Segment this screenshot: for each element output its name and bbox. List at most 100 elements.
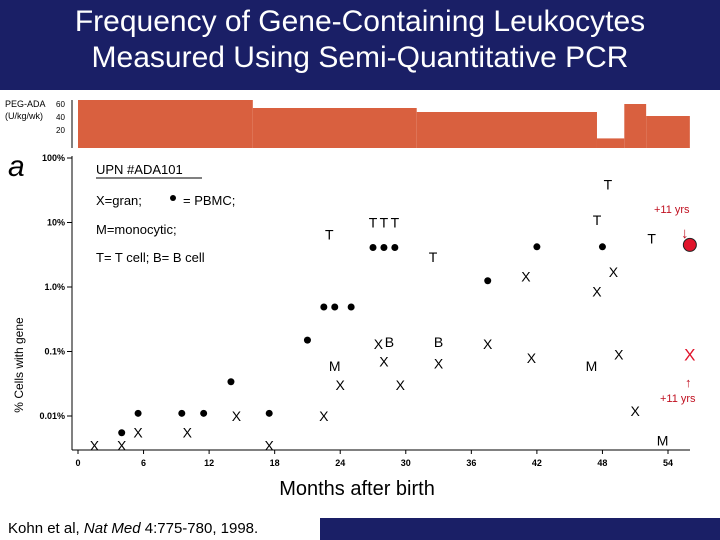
legend-tb: T= T cell; B= B cell bbox=[96, 250, 205, 265]
marker-t: T bbox=[325, 227, 334, 243]
marker-x: X bbox=[631, 403, 641, 419]
marker-x: X bbox=[592, 284, 602, 300]
pbmc-dot bbox=[347, 303, 355, 311]
pbmc-dot bbox=[380, 243, 388, 251]
x-tick-label: 18 bbox=[270, 458, 280, 468]
legend-box bbox=[90, 156, 260, 268]
title-line-1: Frequency of Gene-Containing Leukocytes bbox=[74, 5, 646, 38]
marker-x: X bbox=[232, 408, 242, 424]
marker-t: T bbox=[369, 215, 378, 231]
citation-bar bbox=[0, 518, 320, 540]
annotation-top: +11 yrs bbox=[654, 204, 690, 216]
y-tick-label: 0.1% bbox=[44, 347, 65, 357]
x-tick-label: 12 bbox=[204, 458, 214, 468]
pbmc-dot bbox=[484, 277, 492, 285]
marker-b: B bbox=[434, 334, 443, 350]
pbmc-dot bbox=[134, 409, 142, 417]
marker-t: T bbox=[647, 231, 656, 247]
citation-authors: Kohn et al, bbox=[8, 520, 84, 537]
peg-ada-step-3 bbox=[596, 138, 625, 148]
pbmc-dots bbox=[118, 237, 697, 437]
marker-x: X bbox=[609, 264, 619, 280]
marker-x: X bbox=[90, 437, 100, 453]
marker-x: X bbox=[319, 408, 329, 424]
pbmc-dot bbox=[303, 336, 311, 344]
peg-ada-dose-bars bbox=[78, 100, 690, 148]
peg-ada-step-2 bbox=[416, 112, 597, 148]
annotation-down-arrow: ↓ bbox=[681, 225, 689, 242]
y-tick-label: 100% bbox=[42, 153, 65, 163]
highlight-marker-x: X bbox=[684, 345, 695, 364]
gene-frequency-chart: PEG-ADA (U/kg/wk) 60 40 20 a % Cells wit… bbox=[5, 99, 697, 500]
highlight-dot bbox=[682, 237, 697, 252]
marker-x: X bbox=[336, 377, 346, 393]
pbmc-dot bbox=[178, 409, 186, 417]
x-tick-label: 0 bbox=[75, 458, 80, 468]
peg-ada-tick-60: 60 bbox=[56, 100, 65, 109]
annotation-up-arrow: ↑ bbox=[685, 375, 692, 390]
y-tick-label: 1.0% bbox=[44, 282, 65, 292]
x-tick-label: 30 bbox=[401, 458, 411, 468]
marker-x: X bbox=[133, 425, 143, 441]
marker-x: X bbox=[183, 425, 193, 441]
y-tick-label: 10% bbox=[47, 218, 65, 228]
y-tick-label: 0.01% bbox=[39, 411, 65, 421]
pbmc-dot bbox=[265, 409, 273, 417]
marker-x: X bbox=[379, 353, 389, 369]
x-tick-label: 24 bbox=[335, 458, 345, 468]
pbmc-dot bbox=[118, 429, 126, 437]
marker-b: B bbox=[385, 334, 394, 350]
citation-details: 4:775-780, 1998. bbox=[140, 520, 259, 537]
marker-m: M bbox=[586, 358, 598, 374]
marker-x: X bbox=[117, 437, 127, 453]
peg-ada-step-1 bbox=[252, 108, 417, 148]
citation-journal: Nat Med bbox=[83, 520, 141, 537]
chart-panel: PEG-ADA (U/kg/wk) 60 40 20 a % Cells wit… bbox=[0, 90, 720, 518]
marker-x: X bbox=[396, 377, 406, 393]
citation: Kohn et al, Nat Med 4:775-780, 1998. bbox=[8, 520, 258, 537]
x-tick-label: 54 bbox=[663, 458, 673, 468]
marker-m: M bbox=[329, 358, 341, 374]
marker-x: X bbox=[614, 346, 624, 362]
x-tick-label: 48 bbox=[597, 458, 607, 468]
marker-x: X bbox=[483, 336, 493, 352]
slide-title: Frequency of Gene-Containing Leukocytes … bbox=[0, 4, 720, 76]
pbmc-dot bbox=[533, 243, 541, 251]
legend-pbmc-dot bbox=[170, 195, 176, 201]
peg-ada-step-0 bbox=[78, 100, 253, 148]
peg-ada-step-4 bbox=[624, 104, 647, 148]
x-tick-label: 42 bbox=[532, 458, 542, 468]
x-tick-label: 6 bbox=[141, 458, 146, 468]
pbmc-dot bbox=[391, 243, 399, 251]
legend-pbmc: = PBMC; bbox=[183, 193, 235, 208]
marker-x: X bbox=[434, 356, 444, 372]
marker-m: M bbox=[657, 432, 669, 448]
marker-x: X bbox=[374, 336, 384, 352]
pbmc-dot bbox=[200, 409, 208, 417]
x-ticks: 0 6 12 18 24 30 36 42 48 54 bbox=[75, 450, 673, 468]
title-line-2: Measured Using Semi-Quantitative PCR bbox=[91, 41, 629, 74]
peg-ada-label: PEG-ADA bbox=[5, 99, 46, 109]
marker-t: T bbox=[380, 215, 389, 231]
x-axis-label: Months after birth bbox=[279, 478, 435, 500]
panel-letter: a bbox=[8, 150, 25, 183]
marker-t: T bbox=[391, 215, 400, 231]
y-axis-label: % Cells with gene bbox=[12, 317, 26, 413]
peg-ada-unit: (U/kg/wk) bbox=[5, 111, 43, 121]
marker-x: X bbox=[527, 350, 537, 366]
peg-ada-tick-20: 20 bbox=[56, 126, 65, 135]
marker-t: T bbox=[593, 212, 602, 228]
marker-t: T bbox=[604, 176, 613, 192]
pbmc-dot bbox=[227, 378, 235, 386]
annotation-bottom: +11 yrs bbox=[660, 393, 696, 405]
marker-x: X bbox=[521, 269, 531, 285]
peg-ada-tick-40: 40 bbox=[56, 113, 65, 122]
pbmc-dot bbox=[369, 243, 377, 251]
y-ticks: 100% 10% 1.0% 0.1% 0.01% bbox=[39, 153, 72, 421]
marker-t: T bbox=[429, 249, 438, 265]
pbmc-dot bbox=[331, 303, 339, 311]
legend-monocytic: M=monocytic; bbox=[96, 222, 177, 237]
peg-ada-step-5 bbox=[646, 116, 690, 148]
x-tick-label: 36 bbox=[466, 458, 476, 468]
legend-upn: UPN #ADA101 bbox=[96, 162, 183, 177]
